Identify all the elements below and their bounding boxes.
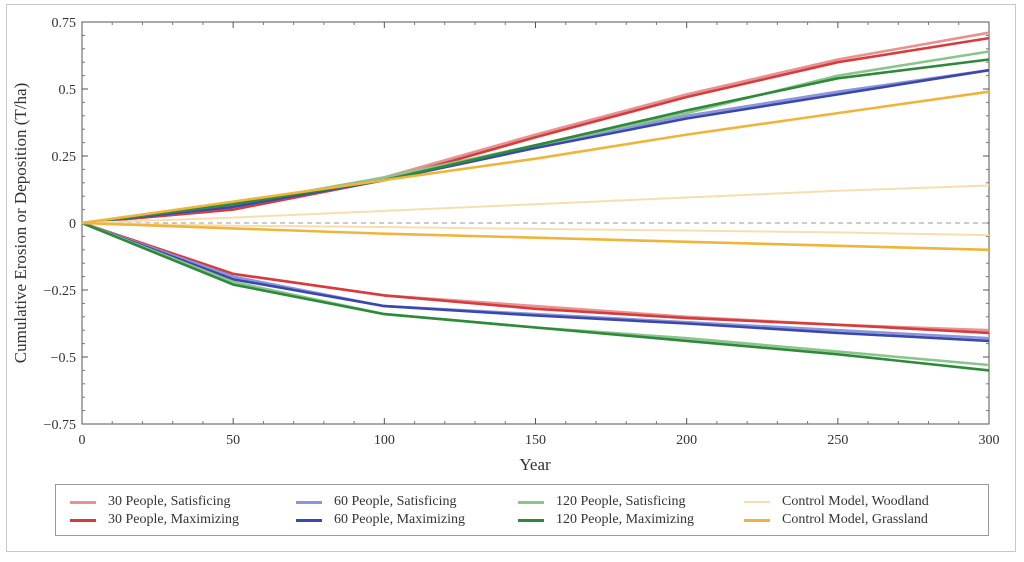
legend-swatch [70, 500, 96, 504]
legend-item: Control Model, Grassland [744, 512, 928, 528]
tick-labels: 0 50 100 150 200 250 300 0.75 0.5 0.25 0 −0.25 −0.5 −… [44, 16, 1000, 448]
y-tick-label: 0 [69, 217, 76, 232]
legend-item: 30 People, Satisficing [70, 494, 231, 510]
y-tick-label: −0.25 [44, 284, 76, 299]
y-axis-title: Cumulative Erosion or Deposition (T/ha) [11, 83, 30, 363]
x-tick-label: 50 [226, 433, 240, 448]
legend-label: 60 People, Maximizing [334, 512, 466, 527]
legend-label: 30 People, Satisficing [108, 494, 231, 509]
legend-item: 60 People, Satisficing [296, 494, 457, 510]
series-line-120-people-maximizing-erosion [81, 221, 990, 372]
x-tick-label: 0 [79, 433, 86, 448]
legend-label: Control Model, Woodland [782, 494, 929, 509]
legend-swatch [744, 518, 770, 522]
legend-swatch [296, 500, 322, 504]
y-tick-label: −0.5 [51, 351, 76, 366]
legend-swatch [296, 518, 322, 522]
figure-frame [6, 4, 1016, 552]
series-line-30-people-maximizing-erosion [81, 221, 990, 335]
legend-item: Control Model, Woodland [744, 494, 929, 510]
series-lines [81, 31, 990, 372]
x-tick-label: 200 [676, 433, 697, 448]
legend-swatch [744, 501, 770, 503]
x-tick-label: 100 [374, 433, 395, 448]
y-tick-label: 0.75 [52, 16, 77, 31]
legend-swatch [70, 518, 96, 522]
series-line-120-people-maximizing-deposition [81, 58, 990, 225]
series-line-control-model-grassland-erosion [81, 221, 990, 252]
x-axis-title: Year [519, 455, 551, 474]
y-tick-label: −0.75 [44, 418, 76, 433]
legend-label: 30 People, Maximizing [108, 512, 240, 527]
legend-item: 60 People, Maximizing [296, 512, 465, 528]
series-line-control-model-woodland-erosion [81, 222, 990, 237]
series-line-control-model-woodland-deposition [81, 184, 990, 224]
chart-plot: 0 50 100 150 200 250 300 0.75 0.5 0.25 0 −0.25 −0.5 −… [11, 16, 1000, 474]
legend-label: Control Model, Grassland [782, 512, 928, 527]
legend-label: 60 People, Satisficing [334, 494, 457, 509]
x-tick-label: 300 [979, 433, 1000, 448]
legend-item: 120 People, Maximizing [518, 512, 694, 528]
series-line-30-people-maximizing-deposition [81, 36, 990, 225]
series-line-control-model-grassland-deposition [81, 90, 990, 225]
series-line-60-people-maximizing-deposition [81, 68, 990, 225]
legend-item: 120 People, Satisficing [518, 494, 686, 510]
legend-label: 120 People, Maximizing [556, 512, 695, 527]
legend-swatch [518, 500, 544, 504]
legend-item: 30 People, Maximizing [70, 512, 239, 528]
legend-label: 120 People, Satisficing [556, 494, 686, 509]
x-tick-label: 150 [525, 433, 546, 448]
y-tick-label: 0.5 [59, 83, 77, 98]
legend-swatch [518, 518, 544, 522]
x-tick-label: 250 [827, 433, 848, 448]
series-line-60-people-satisficing-erosion [81, 221, 990, 340]
y-tick-label: 0.25 [52, 150, 77, 165]
series-line-60-people-maximizing-erosion [81, 221, 990, 343]
legend: 30 People, Satisficing 30 People, Maximiz… [55, 484, 989, 536]
